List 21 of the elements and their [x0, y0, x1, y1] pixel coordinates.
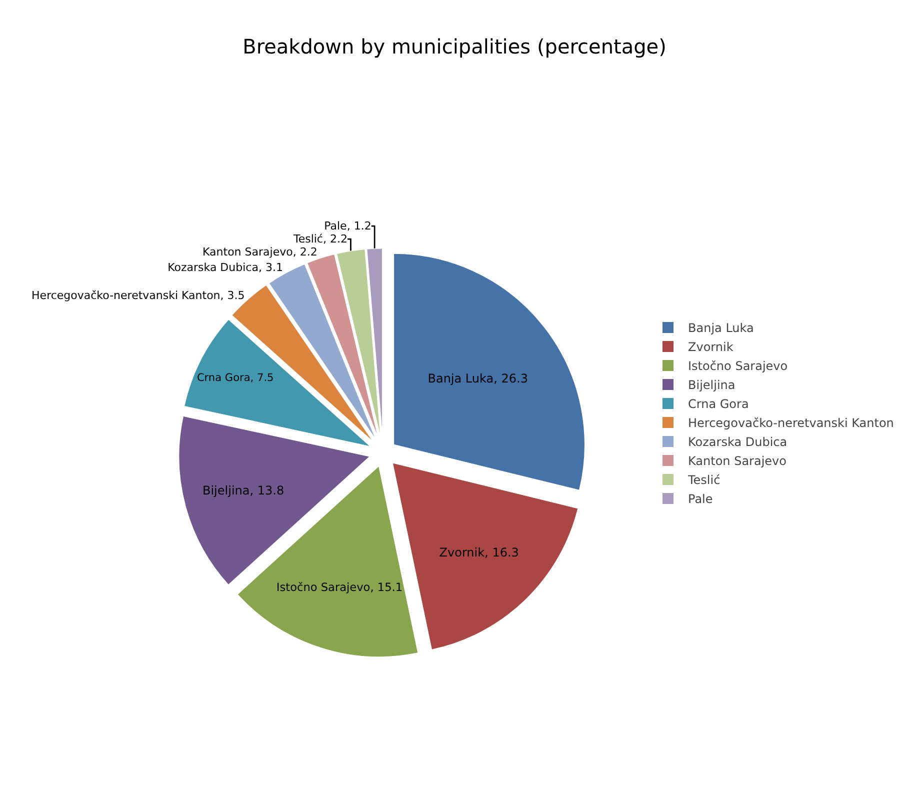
legend-label: Teslić	[687, 473, 720, 488]
data-label: Kanton Sarajevo, 2.2	[202, 246, 318, 259]
data-label: Crna Gora, 7.5	[196, 372, 274, 384]
data-label: Hercegovačko-neretvanski Kanton, 3.5	[32, 288, 245, 302]
data-label: Zvornik, 16.3	[439, 545, 519, 560]
legend-label: Istočno Sarajevo	[688, 359, 788, 374]
legend-label: Crna Gora	[688, 397, 749, 412]
legend-label: Pale	[688, 492, 713, 506]
data-label: Teslić, 2.2	[292, 232, 348, 246]
data-label: Istočno Sarajevo, 15.1	[276, 581, 403, 594]
legend-label: Banja Luka	[688, 321, 754, 336]
legend-label: Kanton Sarajevo	[688, 454, 787, 468]
legend-label: Kozarska Dubica	[688, 435, 788, 450]
legend-label: Hercegovačko-neretvanski Kanton	[688, 416, 894, 430]
legend-label: Bijeljina	[688, 378, 736, 392]
legend-label: Zvornik	[688, 340, 734, 354]
data-label: Pale, 1.2	[324, 220, 372, 233]
data-label: Banja Luka, 26.3	[428, 372, 528, 386]
data-label: Kozarska Dubica, 3.1	[168, 261, 283, 274]
data-label: Bijeljina, 13.8	[202, 483, 284, 498]
chart-title: Breakdown by municipalities (percentage)	[242, 34, 666, 58]
